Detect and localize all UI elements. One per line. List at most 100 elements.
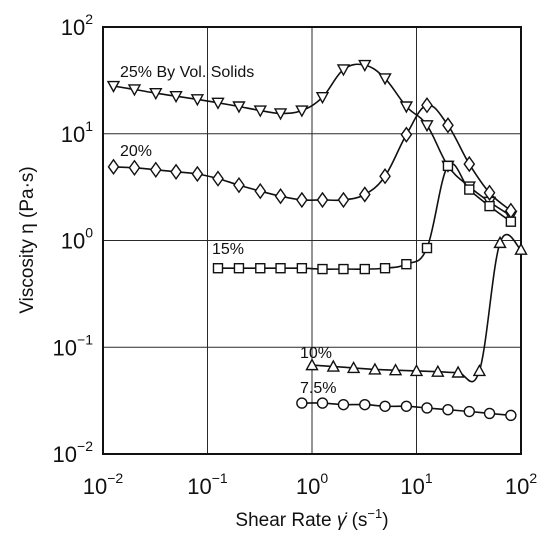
x-axis-title: Shear Rate γ̇ (s−1) <box>235 506 388 531</box>
data-point <box>400 126 413 143</box>
series-label-15pct: 15% <box>212 241 244 258</box>
data-point <box>431 364 445 377</box>
series-label-10pct: 10% <box>300 345 332 362</box>
x-axis-title-text: Shear Rate <box>235 510 331 531</box>
x-tick-label: 10−2 <box>83 470 124 499</box>
x-tick-label: 100 <box>296 470 328 499</box>
series-label-20pct: 20% <box>120 143 152 160</box>
series-4 <box>296 397 517 422</box>
data-point <box>106 80 121 93</box>
x-tick-label: 10−1 <box>187 470 228 499</box>
y-axis-tick-labels: 10−2 10−1 100 101 102 <box>53 11 94 467</box>
data-point <box>451 365 465 378</box>
data-point <box>253 105 267 118</box>
data-point <box>493 235 507 249</box>
data-point <box>107 158 120 176</box>
data-point <box>442 404 454 416</box>
data-point <box>255 263 266 274</box>
data-point <box>409 363 424 377</box>
data-point <box>190 94 205 107</box>
data-point <box>514 242 528 255</box>
data-point <box>232 101 246 114</box>
x-axis-symbol: γ̇ <box>337 510 348 531</box>
series-2 <box>212 160 517 275</box>
data-point <box>337 191 350 209</box>
data-point <box>337 398 350 411</box>
y-tick-label: 10−1 <box>53 331 94 360</box>
data-point <box>442 160 454 172</box>
data-point <box>379 400 391 412</box>
data-point <box>317 263 328 275</box>
plot-frame <box>102 26 522 455</box>
series-3 <box>305 233 528 383</box>
data-point <box>442 117 454 134</box>
x-axis-unit-close: ) <box>382 510 388 531</box>
data-point <box>211 97 225 110</box>
data-point <box>233 176 245 194</box>
data-point <box>420 120 434 133</box>
data-point <box>316 191 329 209</box>
data-point <box>358 186 371 203</box>
data-point <box>399 101 414 114</box>
data-point <box>359 398 371 411</box>
data-point <box>296 191 308 209</box>
data-point <box>295 105 309 118</box>
data-point <box>379 263 391 274</box>
data-point <box>421 97 433 114</box>
data-point <box>464 184 475 195</box>
data-point <box>169 90 183 104</box>
data-point <box>421 242 433 254</box>
data-point <box>254 182 267 200</box>
data-point <box>400 400 413 412</box>
data-point <box>505 216 517 227</box>
data-point <box>315 91 330 105</box>
data-point <box>472 363 487 377</box>
data-point <box>212 170 224 187</box>
data-point <box>296 397 308 409</box>
data-point <box>368 362 382 375</box>
data-point <box>421 402 433 414</box>
series-line <box>217 162 512 270</box>
series-group <box>106 59 528 422</box>
data-point <box>378 73 392 86</box>
x-tick-label: 102 <box>505 470 537 499</box>
data-point <box>149 161 162 178</box>
data-point <box>326 359 341 372</box>
data-point <box>296 263 308 274</box>
data-point <box>316 397 329 409</box>
data-point <box>358 59 372 73</box>
data-point <box>379 168 391 185</box>
data-point <box>388 363 403 376</box>
series-label-7-5pct: 7.5% <box>300 380 336 397</box>
data-point <box>505 409 517 422</box>
series-1 <box>107 97 517 219</box>
data-point <box>346 360 361 374</box>
y-tick-label: 100 <box>61 225 93 254</box>
data-point <box>274 187 287 205</box>
data-point <box>191 165 204 183</box>
data-point <box>273 108 288 121</box>
grid-lines <box>103 27 521 454</box>
data-point <box>127 84 142 97</box>
y-tick-label: 102 <box>61 11 93 40</box>
x-axis-unit-exp: −1 <box>367 506 382 521</box>
y-tick-label: 10−2 <box>53 438 94 467</box>
data-point <box>305 358 319 371</box>
y-axis-title: Viscosity η (Pa·s) <box>17 166 38 313</box>
data-point <box>463 155 476 173</box>
y-tick-label: 101 <box>61 118 93 147</box>
data-point <box>275 263 286 274</box>
data-point <box>484 200 495 212</box>
data-point <box>483 184 496 201</box>
x-tick-label: 101 <box>400 470 432 499</box>
data-point <box>338 263 349 275</box>
data-point <box>170 163 182 181</box>
data-point <box>149 87 163 101</box>
data-point <box>463 405 475 418</box>
data-point <box>212 263 224 274</box>
x-axis-tick-labels: 10−2 10−1 100 101 102 <box>83 470 538 499</box>
data-point <box>401 258 412 270</box>
data-point <box>359 263 370 275</box>
data-point <box>128 159 141 176</box>
